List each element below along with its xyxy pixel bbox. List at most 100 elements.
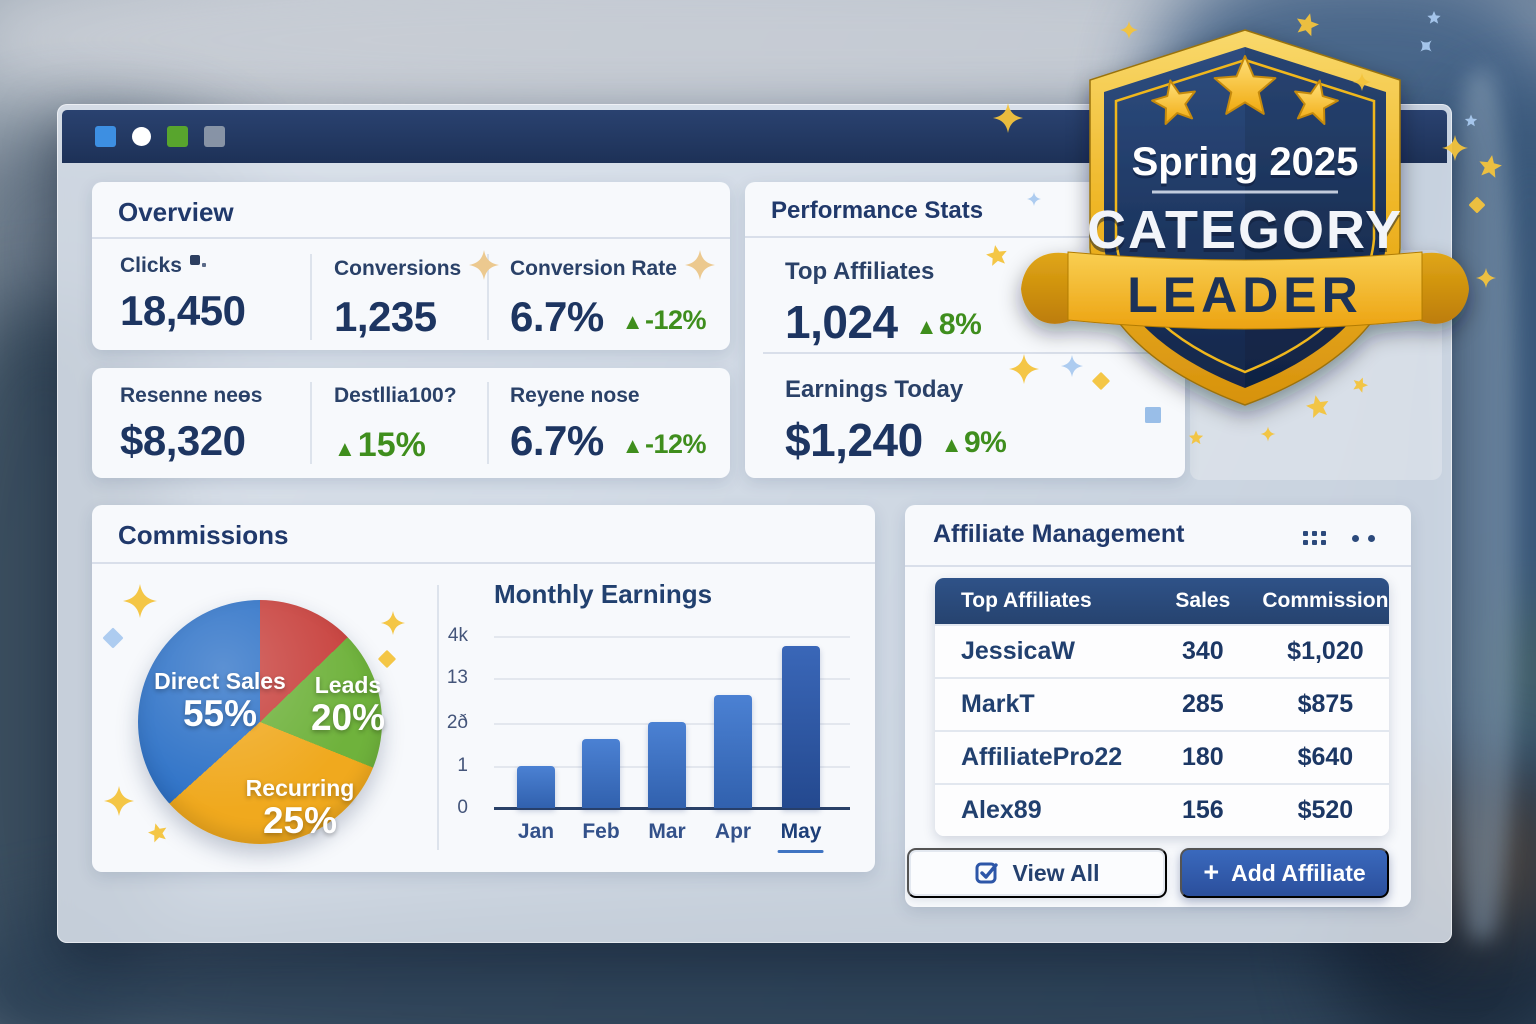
stat-delta: ▲-12% [621, 428, 707, 459]
divider [905, 565, 1411, 567]
affiliate-sales: 156 [1181, 796, 1224, 824]
stat-label: Top Affiliates [785, 258, 935, 285]
x-tick-may[interactable]: May [780, 820, 822, 843]
stat-value: 6.7% [510, 293, 604, 340]
table-header-row: Top Affiliates Sales Commission [935, 578, 1389, 624]
affiliate-name: AffiliatePro22 [961, 743, 1123, 771]
affiliates-table: Top Affiliates Sales Commission JessicaW… [935, 578, 1389, 836]
y-tick-label: 0 [457, 797, 468, 818]
stat-growth: Destllia100? ▲15% [334, 384, 457, 465]
affiliate-commission: $1,020 [1287, 637, 1364, 665]
divider [310, 382, 312, 464]
commissions-pie-chart [138, 600, 382, 844]
commissions-title: Commissions [118, 520, 289, 550]
pie-label-leads: Leads 20% [310, 672, 386, 739]
stat-value: $8,320 [120, 417, 246, 464]
divider [487, 254, 489, 340]
add-affiliate-button[interactable]: + Add Affiliate [1180, 848, 1389, 898]
stat-value: 1,235 [334, 293, 437, 340]
affiliate-commission: $640 [1297, 743, 1354, 771]
gridline [494, 636, 850, 638]
affiliate-commission: $875 [1297, 690, 1354, 718]
performance-title: Performance Stats [771, 197, 984, 224]
up-arrow-icon: ▲ [940, 432, 963, 457]
stat-value: $1,240 [785, 414, 923, 466]
table-row[interactable]: Alex89 156 $520 [935, 783, 1389, 836]
stat-delta: ▲8% [915, 308, 982, 341]
ghost-card [1190, 250, 1442, 480]
up-arrow-icon: ▲ [621, 432, 644, 458]
x-tick-apr: Apr [714, 820, 752, 843]
performance-stats-panel: Performance Stats Top Affiliates 1,024 ▲… [745, 182, 1185, 478]
table-row[interactable]: MarkT 285 $875 [935, 677, 1389, 730]
stat-value: 6.7% [510, 417, 604, 464]
titlebar-dot-gray-square[interactable] [204, 126, 225, 147]
view-all-label: View All [1012, 859, 1100, 886]
bar-apr [714, 695, 752, 808]
titlebar-dot-green-square[interactable] [167, 126, 188, 147]
table-row[interactable]: AffiliatePro22 180 $640 [935, 730, 1389, 783]
stat-top-affiliates: Top Affiliates 1,024 ▲8% [785, 258, 982, 349]
more-options-icon[interactable] [1352, 534, 1375, 542]
stat-rate: Reyene nose 6.7% ▲-12% [510, 384, 707, 465]
stat-clicks: Clicks 18,450 [120, 254, 246, 335]
up-arrow-icon: ▲ [334, 436, 356, 461]
stat-label: Destllia100? [334, 384, 457, 407]
dashboard-window: Overview Clicks 18,450 Conversions 1,235… [57, 104, 1452, 943]
divider [745, 236, 1185, 238]
x-tick-jan: Jan [517, 820, 555, 843]
sparkle-icon [684, 250, 715, 280]
bar-jan [517, 766, 555, 808]
stat-label: Earnings Today [785, 376, 964, 403]
column-header-top-affiliates: Top Affiliates [961, 589, 1092, 612]
overview-panel: Overview Clicks 18,450 Conversions 1,235… [92, 182, 730, 350]
add-affiliate-label: Add Affiliate [1231, 859, 1366, 886]
affiliate-management-panel: Affiliate Management Top Affiliates Sale… [905, 505, 1411, 907]
gridline [494, 678, 850, 680]
stat-revenue: Resenne neɵs $8,320 [120, 384, 262, 465]
overview-title: Overview [118, 197, 234, 227]
affiliate-name: MarkT [961, 690, 1035, 718]
divider [487, 382, 489, 464]
stat-conversions: Conversions 1,235 [334, 250, 500, 341]
affiliate-commission: $520 [1297, 796, 1354, 824]
stat-conversion-rate: Conversion Rate 6.7% ▲-12% [510, 250, 715, 341]
stat-label: Conversion Rate [510, 257, 677, 280]
stat-label: Conversions [334, 257, 462, 280]
pie-label-direct-sales: Direct Sales 55% [154, 668, 286, 735]
stat-delta: ▲-12% [621, 304, 707, 335]
stat-delta: ▲15% [334, 426, 426, 464]
divider [92, 562, 875, 564]
affiliate-sales: 285 [1181, 690, 1224, 718]
divider [310, 254, 312, 340]
pie-label-recurring: Recurring 25% [245, 775, 355, 842]
checkbox-icon [975, 862, 998, 884]
bar-chart-y-axis: 4k 13 2ð 1 0 [432, 625, 482, 818]
affiliate-management-title: Affiliate Management [933, 520, 1185, 548]
up-arrow-icon: ▲ [915, 314, 938, 339]
divider [92, 237, 730, 239]
titlebar-dot-white-circle[interactable] [132, 127, 151, 146]
titlebar-dot-blue-square[interactable] [95, 126, 116, 147]
window-titlebar [62, 110, 1447, 163]
y-tick-label: 1 [457, 755, 468, 776]
x-axis-line [494, 807, 850, 810]
column-header-commission: Commission [1262, 589, 1389, 612]
bar-feb [582, 739, 620, 808]
x-tick-feb: Feb [582, 820, 620, 843]
table-row[interactable]: JessicaW 340 $1,020 [935, 624, 1389, 677]
bar-chart-x-axis: Jan Feb Mar Apr May [494, 820, 850, 860]
bar-chart-title: Monthly Earnings [494, 579, 713, 609]
bg-blob [1446, 70, 1516, 940]
affiliate-sales: 340 [1181, 637, 1224, 665]
bar-mar [648, 722, 686, 808]
clicks-icon [189, 255, 206, 267]
stat-label: Resenne neɵs [120, 384, 263, 407]
view-all-button[interactable]: View All [907, 848, 1167, 898]
plus-icon: + [1203, 856, 1220, 887]
y-tick-label: 2ð [446, 712, 468, 733]
stat-value: 18,450 [120, 287, 246, 334]
x-tick-mar: Mar [648, 820, 686, 843]
grid-menu-icon[interactable] [1303, 531, 1326, 545]
